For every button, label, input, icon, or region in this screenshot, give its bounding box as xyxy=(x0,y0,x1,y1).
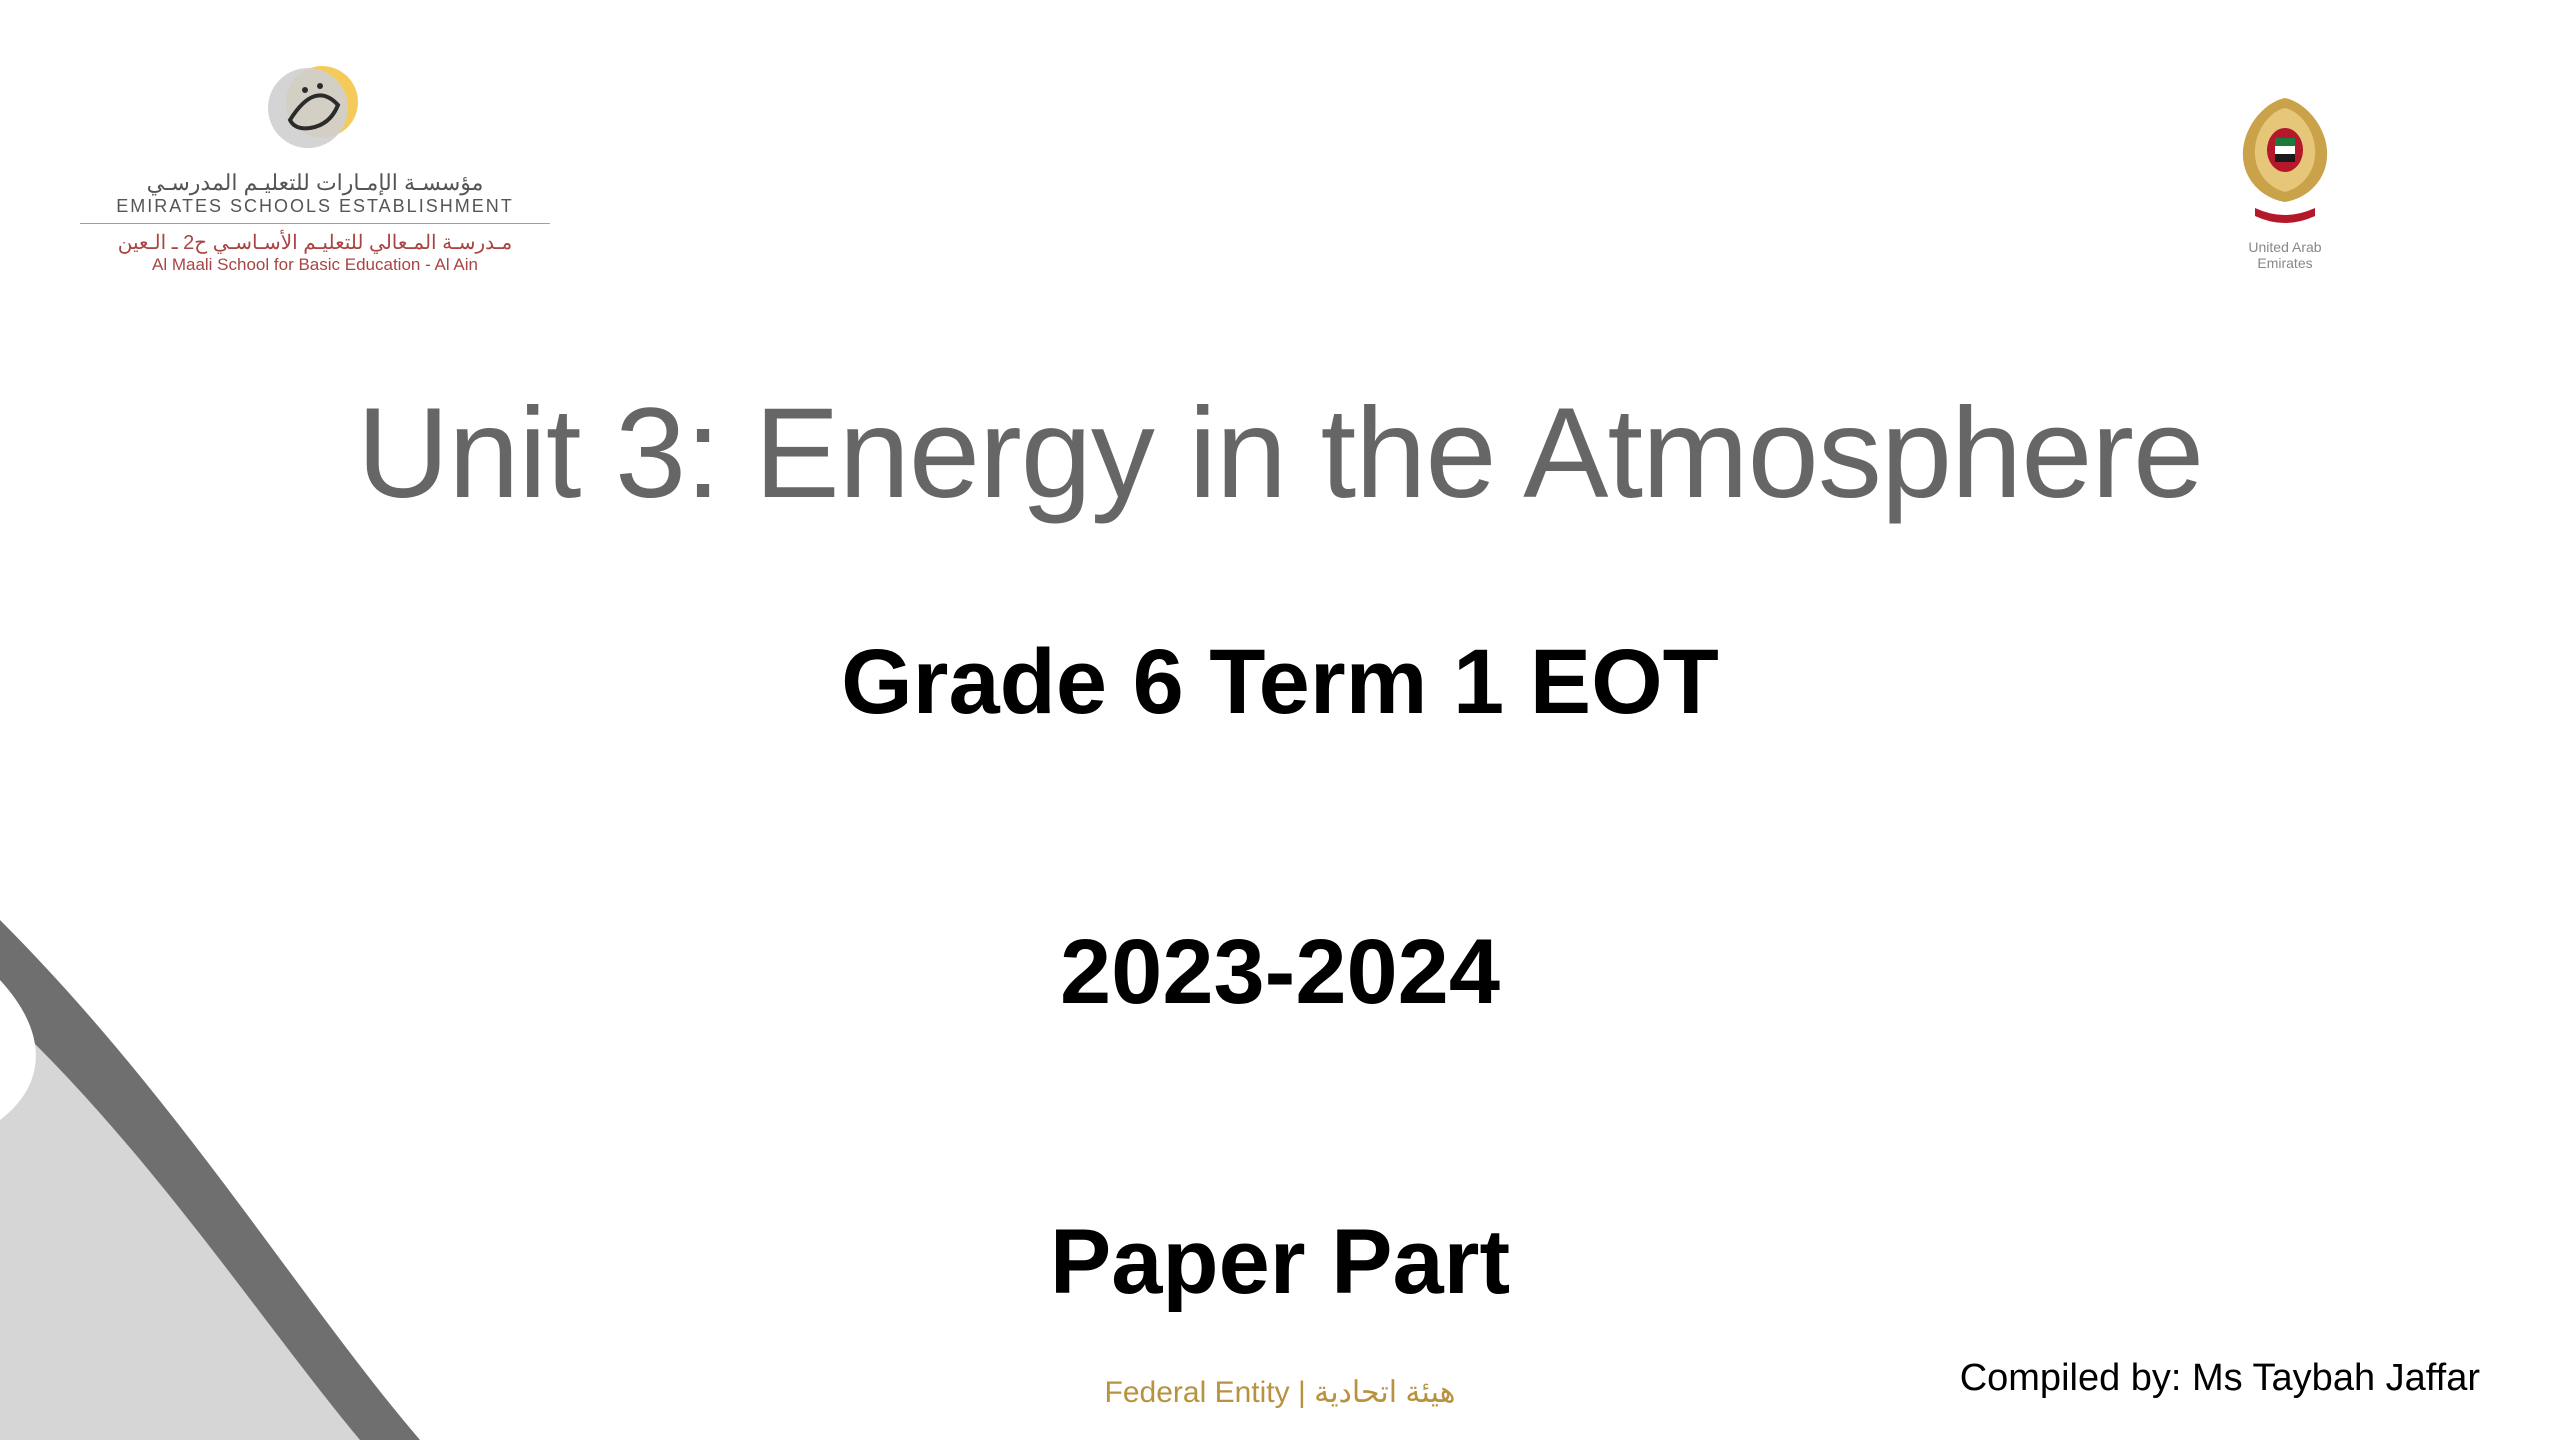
footer-ar: هيئة اتحادية xyxy=(1314,1376,1455,1409)
falcon-icon xyxy=(2225,90,2345,230)
paper-part-line: Paper Part xyxy=(0,1210,2560,1315)
grade-line: Grade 6 Term 1 EOT xyxy=(0,630,2560,735)
compiled-by: Compiled by: Ms Taybah Jaffar xyxy=(1960,1357,2480,1400)
unit-title: Unit 3: Energy in the Atmosphere xyxy=(0,380,2560,527)
taleem-icon xyxy=(260,50,370,160)
emblem-caption: United Arab Emirates xyxy=(2220,239,2350,271)
footer-en: Federal Entity xyxy=(1105,1376,1290,1409)
logo-arabic-2: مـدرسـة المـعالي للتعليـم الأسـاسـي ح2 ـ… xyxy=(80,223,550,255)
logo-english-2: Al Maali School for Basic Education - Al… xyxy=(80,255,550,275)
footer-sep: | xyxy=(1290,1376,1314,1409)
logo-arabic-1: مؤسسـة الإمـارات للتعليـم المدرسـي xyxy=(80,170,550,196)
left-school-logo: مؤسسـة الإمـارات للتعليـم المدرسـي EMIRA… xyxy=(80,50,550,275)
logo-english-1: EMIRATES SCHOOLS ESTABLISHMENT xyxy=(80,196,550,217)
uae-emblem: United Arab Emirates xyxy=(2220,90,2350,271)
year-line: 2023-2024 xyxy=(0,920,2560,1025)
